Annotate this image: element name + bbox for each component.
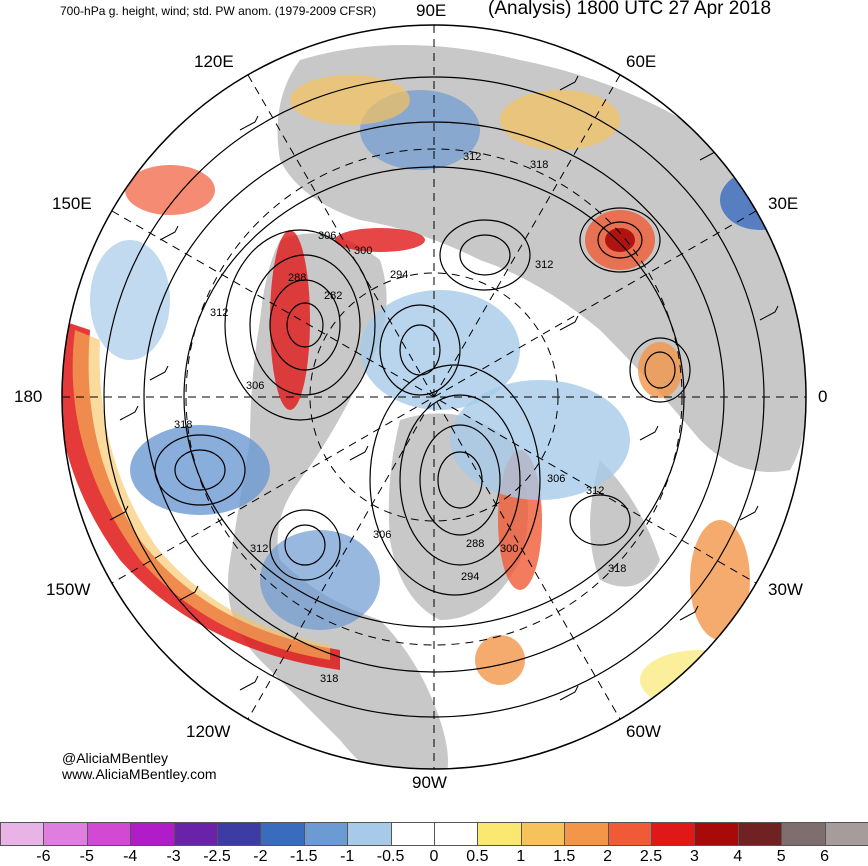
longitude-label-60e: 60E — [626, 52, 657, 71]
longitude-label-0: 0 — [818, 387, 828, 406]
contour-label: 306 — [318, 230, 336, 242]
colorbar-swatch — [694, 822, 739, 846]
colorbar-swatch — [737, 822, 783, 846]
contour-label: 306 — [246, 380, 264, 392]
contour-label: 312 — [535, 259, 553, 271]
colorbar-swatch — [173, 822, 218, 846]
contour-label: 294 — [390, 269, 408, 281]
contour-label: 306 — [547, 473, 565, 485]
colorbar-swatch — [130, 822, 175, 846]
colorbar-swatch — [260, 822, 305, 846]
colorbar-swatch — [434, 822, 479, 846]
longitude-label-120w: 120W — [186, 722, 231, 741]
analysis-timestamp: (Analysis) 1800 UTC 27 Apr 2018 — [488, 0, 772, 19]
polar-stereographic-map: 312 318 306 300 294 312 288 282 312 306 … — [61, 24, 807, 770]
colorbar-swatch — [86, 822, 132, 846]
colorbar-tick-label: -0.5 — [376, 848, 405, 865]
contour-label: 318 — [320, 673, 338, 685]
colorbar-swatch — [651, 822, 696, 846]
colorbar-swatch — [564, 822, 609, 846]
contour-label: 312 — [250, 543, 268, 555]
colorbar-swatch — [43, 822, 88, 846]
colorbar-swatch — [477, 822, 522, 846]
contour-label: 318 — [608, 563, 626, 575]
longitude-label-150w: 150W — [46, 580, 91, 599]
longitude-label-30e: 30E — [768, 194, 799, 213]
longitude-label-120e: 120E — [194, 52, 234, 71]
contour-label: 318 — [174, 419, 192, 431]
colorbar-tick-label: 1 — [516, 848, 526, 865]
colorbar-swatch — [781, 822, 826, 846]
colorbar-tick-label: 0 — [429, 848, 439, 865]
colorbar-tick-label: -5 — [79, 848, 94, 865]
contour-label: 288 — [288, 272, 306, 284]
colorbar-swatch — [520, 822, 566, 846]
colorbar-tick-label: 0.5 — [466, 848, 489, 865]
colorbar-swatch — [303, 822, 349, 846]
map-title: 700-hPa g. height, wind; std. PW anom. (… — [60, 4, 377, 18]
contour-label: 318 — [530, 159, 548, 171]
contour-label: 312 — [586, 485, 604, 497]
colorbar-tick-label: 3 — [689, 848, 699, 865]
colorbar-swatch — [347, 822, 392, 846]
longitude-label-180: 180 — [14, 387, 43, 406]
contour-label: 312 — [210, 307, 228, 319]
contour-label: 300 — [354, 245, 372, 257]
contour-label: 288 — [466, 538, 484, 550]
longitude-label-60w: 60W — [626, 722, 661, 741]
contour-label: 300 — [500, 543, 518, 555]
contour-labels: 312 318 306 300 294 312 288 282 312 306 … — [174, 151, 626, 685]
author-website: www.AliciaMBentley.com — [62, 766, 217, 782]
colorbar-tick-label: 4 — [733, 848, 743, 865]
colorbar-swatch — [217, 822, 262, 846]
colorbar-tick-label: -1 — [340, 848, 355, 865]
longitude-label-90w: 90W — [412, 773, 447, 792]
colorbar-swatch — [824, 822, 868, 846]
colorbar-swatch — [0, 822, 45, 846]
contour-label: 282 — [324, 290, 342, 302]
colorbar-tick-label: 1.5 — [553, 848, 576, 865]
colorbar-tick-label: 2 — [603, 848, 613, 865]
colorbar-tick-label: 2.5 — [639, 848, 663, 865]
colorbar-tick-label: 6 — [820, 848, 830, 865]
colorbar-swatch — [390, 822, 435, 846]
colorbar-tick-label: -1.5 — [290, 848, 318, 865]
colorbar: -6 -5 -4 -3 -2.5 -2 -1.5 -1 -0.5 0 0.5 1 1.5 2 2.5 3 4 5 6 — [0, 822, 868, 865]
colorbar-tick-label: -4 — [123, 848, 138, 865]
colorbar-tick-label: -6 — [36, 848, 51, 865]
colorbar-swatch — [607, 822, 652, 846]
contour-label: 294 — [461, 571, 479, 583]
longitude-label-90e: 90E — [416, 1, 447, 20]
colorbar-tick-label: -3 — [166, 848, 181, 865]
map-boundary — [61, 24, 807, 770]
contour-label: 306 — [373, 529, 391, 541]
colorbar-tick-label: -2 — [253, 848, 268, 865]
colorbar-tick-label: 5 — [776, 848, 786, 865]
longitude-label-30w: 30W — [768, 580, 803, 599]
longitude-label-150e: 150E — [52, 194, 92, 213]
colorbar-tick-label: -2.5 — [203, 848, 231, 865]
graticule — [62, 25, 806, 769]
contour-label: 312 — [463, 151, 481, 163]
author-handle: @AliciaMBentley — [62, 750, 169, 766]
